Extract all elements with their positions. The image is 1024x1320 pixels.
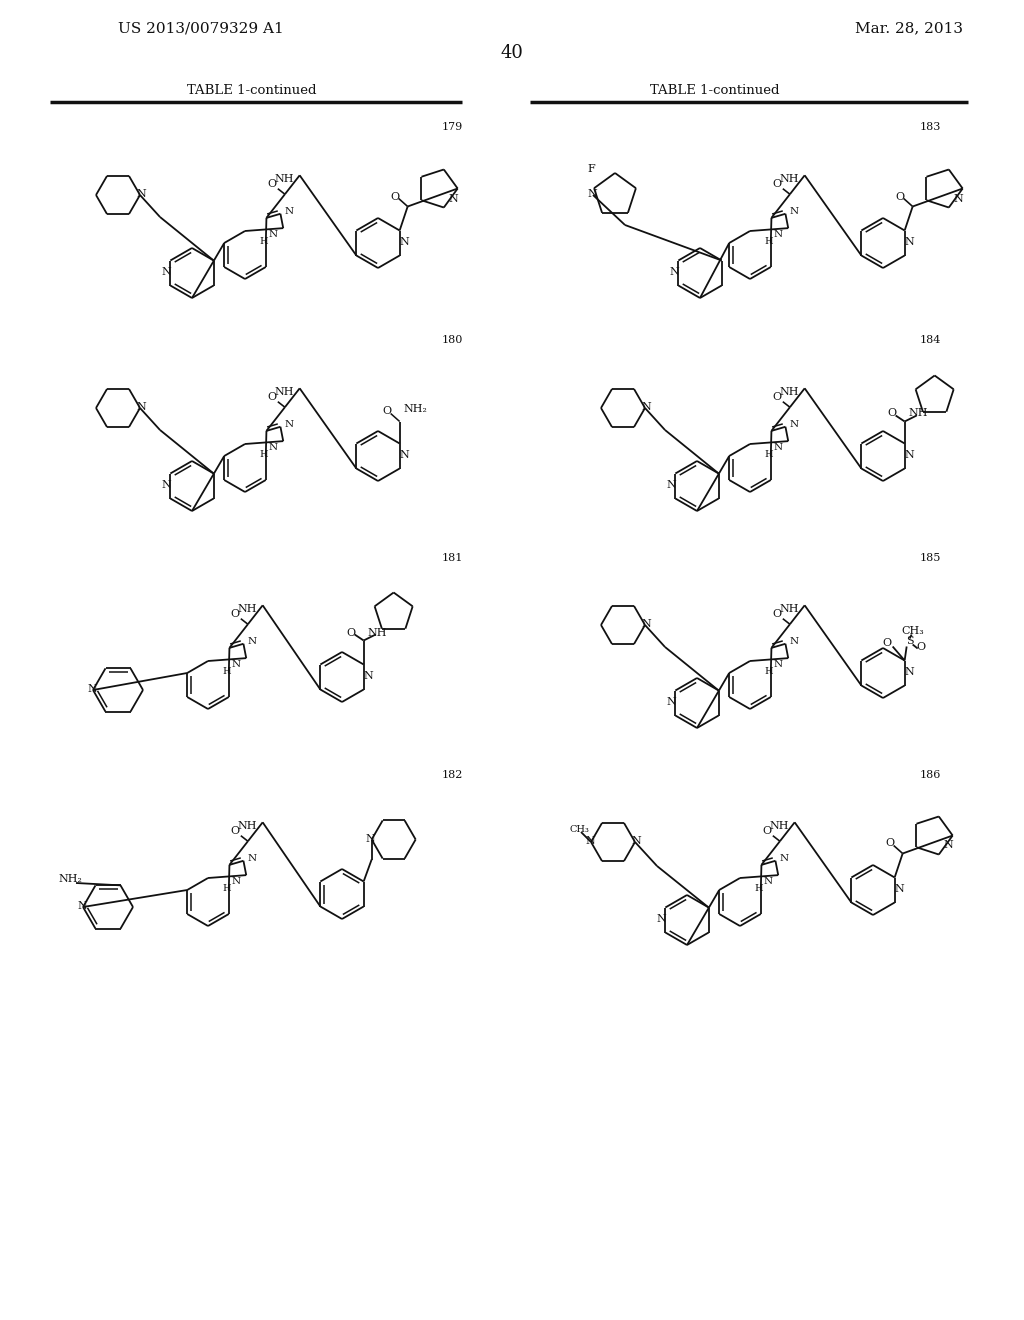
- Text: N: N: [904, 450, 913, 459]
- Text: O: O: [773, 610, 782, 619]
- Text: NH₂: NH₂: [403, 404, 428, 414]
- Text: NH₂: NH₂: [58, 874, 82, 884]
- Text: N: N: [231, 876, 241, 886]
- Text: O: O: [390, 191, 399, 202]
- Text: N: N: [894, 884, 904, 894]
- Text: O: O: [267, 392, 276, 403]
- Text: N: N: [87, 684, 97, 694]
- Text: N: N: [449, 194, 459, 203]
- Text: CH₃: CH₃: [569, 825, 589, 834]
- Text: N: N: [248, 638, 257, 647]
- Text: O: O: [773, 392, 782, 403]
- Text: O: O: [346, 627, 355, 638]
- Text: H: H: [259, 450, 267, 458]
- Text: N: N: [631, 836, 641, 846]
- Text: 181: 181: [441, 553, 463, 564]
- Text: H: H: [764, 667, 772, 676]
- Text: N: N: [161, 480, 171, 490]
- Text: N: N: [790, 207, 799, 216]
- Text: N: N: [774, 442, 782, 451]
- Text: NH: NH: [779, 603, 799, 614]
- Text: N: N: [904, 667, 913, 677]
- Text: Mar. 28, 2013: Mar. 28, 2013: [855, 21, 963, 36]
- Text: F: F: [587, 164, 595, 174]
- Text: H: H: [764, 450, 772, 458]
- Text: N: N: [285, 420, 294, 429]
- Text: NH: NH: [274, 387, 294, 396]
- Text: 40: 40: [501, 44, 523, 62]
- Text: N: N: [399, 450, 409, 459]
- Text: N: N: [268, 230, 278, 239]
- Text: O: O: [887, 408, 896, 418]
- Text: TABLE 1-continued: TABLE 1-continued: [650, 83, 779, 96]
- Text: 183: 183: [920, 121, 941, 132]
- Text: H: H: [259, 236, 267, 246]
- Text: N: N: [904, 238, 913, 247]
- Text: N: N: [231, 660, 241, 669]
- Text: 184: 184: [920, 335, 941, 345]
- Text: O: O: [230, 826, 240, 837]
- Text: H: H: [754, 883, 763, 892]
- Text: N: N: [587, 189, 597, 199]
- Text: S: S: [906, 635, 913, 645]
- Text: N: N: [641, 619, 651, 630]
- Text: N: N: [268, 442, 278, 451]
- Text: N: N: [764, 876, 773, 886]
- Text: N: N: [248, 854, 257, 863]
- Text: N: N: [944, 841, 953, 850]
- Text: N: N: [161, 267, 171, 277]
- Text: 182: 182: [441, 770, 463, 780]
- Text: N: N: [774, 660, 782, 669]
- Text: US 2013/0079329 A1: US 2013/0079329 A1: [118, 21, 284, 36]
- Text: NH: NH: [368, 627, 387, 638]
- Text: 180: 180: [441, 335, 463, 345]
- Text: N: N: [780, 854, 790, 863]
- Text: N: N: [285, 207, 294, 216]
- Text: N: N: [774, 230, 782, 239]
- Text: CH₃: CH₃: [901, 626, 924, 635]
- Text: N: N: [77, 902, 87, 911]
- Text: O: O: [895, 191, 904, 202]
- Text: N: N: [953, 194, 964, 203]
- Text: H: H: [222, 883, 230, 892]
- Text: H: H: [222, 667, 230, 676]
- Text: N: N: [790, 420, 799, 429]
- Text: N: N: [641, 403, 651, 412]
- Text: 179: 179: [441, 121, 463, 132]
- Text: NH: NH: [909, 408, 929, 418]
- Text: 185: 185: [920, 553, 941, 564]
- Text: O: O: [885, 838, 894, 849]
- Text: NH: NH: [779, 387, 799, 396]
- Text: TABLE 1-continued: TABLE 1-continued: [187, 83, 316, 96]
- Text: N: N: [399, 238, 409, 247]
- Text: NH: NH: [238, 821, 257, 830]
- Text: NH: NH: [770, 821, 790, 830]
- Text: H: H: [764, 236, 772, 246]
- Text: N: N: [656, 913, 666, 924]
- Text: N: N: [790, 638, 799, 647]
- Text: N: N: [136, 403, 145, 412]
- Text: O: O: [382, 407, 391, 417]
- Text: N: N: [364, 671, 373, 681]
- Text: O: O: [230, 610, 240, 619]
- Text: 186: 186: [920, 770, 941, 780]
- Text: N: N: [667, 480, 676, 490]
- Text: O: O: [916, 642, 926, 652]
- Text: N: N: [136, 189, 145, 199]
- Text: O: O: [882, 638, 891, 648]
- Text: NH: NH: [779, 174, 799, 183]
- Text: O: O: [267, 180, 276, 189]
- Text: N: N: [667, 697, 676, 708]
- Text: NH: NH: [238, 603, 257, 614]
- Text: N: N: [669, 267, 679, 277]
- Text: N: N: [366, 833, 376, 843]
- Text: O: O: [773, 180, 782, 189]
- Text: N: N: [585, 836, 595, 846]
- Text: NH: NH: [274, 174, 294, 183]
- Text: O: O: [763, 826, 772, 837]
